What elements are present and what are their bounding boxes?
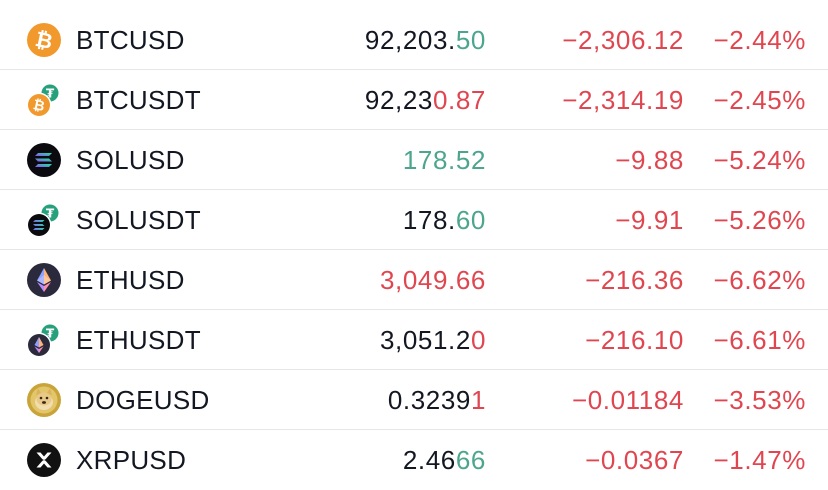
percent-change: −6.61%: [713, 325, 806, 355]
last-price: 92,203.50: [364, 25, 486, 55]
row-divider: [0, 429, 828, 430]
last-price: 3,049.66: [379, 265, 486, 295]
watchlist-row-ethusdt[interactable]: ₮ ETHUSDT 3,051.20 −216.10 −6.61%: [0, 310, 828, 370]
price-change: −2,306.12: [562, 25, 684, 55]
symbol-label: ETHUSD: [76, 265, 185, 295]
row-divider: [0, 309, 828, 310]
last-price: 2.4666: [402, 445, 486, 475]
last-price: 178.52: [402, 145, 486, 175]
bitcoin-icon: ₿: [26, 22, 62, 58]
watchlist-row-solusdt[interactable]: ₮ SOLUSDT 178.60 −9.91 −5.26%: [0, 190, 828, 250]
last-price: 3,051.20: [379, 325, 486, 355]
dogecoin-icon: [26, 382, 62, 418]
symbol-label: BTCUSDT: [76, 85, 201, 115]
symbol-label: SOLUSDT: [76, 205, 201, 235]
svg-text:₿: ₿: [33, 27, 55, 54]
symbol-label: SOLUSD: [76, 145, 185, 175]
row-divider: [0, 129, 828, 130]
percent-change: −1.47%: [713, 445, 806, 475]
watchlist-row-dogeusd[interactable]: DOGEUSD 0.32391 −0.01184 −3.53%: [0, 370, 828, 430]
xrp-icon: [26, 442, 62, 478]
symbol-label: XRPUSD: [76, 445, 187, 475]
row-divider: [0, 189, 828, 190]
last-price: 0.32391: [387, 385, 486, 415]
symbol-label: DOGEUSD: [76, 385, 210, 415]
symbol-label: ETHUSDT: [76, 325, 201, 355]
ethereum-icon: [26, 262, 62, 298]
price-change: −9.91: [615, 205, 684, 235]
last-price: 178.60: [402, 205, 486, 235]
watchlist-row-xrpusd[interactable]: XRPUSD 2.4666 −0.0367 −1.47%: [0, 430, 828, 490]
row-divider: [0, 369, 828, 370]
svg-text:₮: ₮: [46, 327, 55, 341]
watchlist-row-btcusdt[interactable]: ₮ ₿ BTCUSDT 92,230.87 −2,314.19 −2.45%: [0, 70, 828, 130]
price-change: −0.0367: [585, 445, 684, 475]
svg-text:₿: ₿: [32, 97, 46, 115]
svg-text:₮: ₮: [46, 207, 55, 221]
ethereum-tether-icon: ₮: [26, 322, 62, 358]
price-change: −9.88: [615, 145, 684, 175]
watchlist-row-btcusd[interactable]: ₿ BTCUSD 92,203.50 −2,306.12 −2.44%: [0, 10, 828, 70]
bitcoin-tether-icon: ₮ ₿: [26, 82, 62, 118]
percent-change: −6.62%: [713, 265, 806, 295]
price-change: −2,314.19: [562, 85, 684, 115]
percent-change: −2.44%: [713, 25, 806, 55]
price-change: −216.10: [585, 325, 684, 355]
row-divider: [0, 249, 828, 250]
solana-tether-icon: ₮: [26, 202, 62, 238]
percent-change: −5.26%: [713, 205, 806, 235]
last-price: 92,230.87: [364, 85, 486, 115]
price-change: −216.36: [585, 265, 684, 295]
percent-change: −2.45%: [713, 85, 806, 115]
watchlist-row-solusd[interactable]: SOLUSD 178.52 −9.88 −5.24%: [0, 130, 828, 190]
symbol-label: BTCUSD: [76, 25, 185, 55]
percent-change: −3.53%: [713, 385, 806, 415]
row-divider: [0, 69, 828, 70]
svg-text:₮: ₮: [46, 87, 55, 101]
solana-icon: [26, 142, 62, 178]
price-change: −0.01184: [571, 385, 684, 415]
percent-change: −5.24%: [713, 145, 806, 175]
watchlist-row-ethusd[interactable]: ETHUSD 3,049.66 −216.36 −6.62%: [0, 250, 828, 310]
